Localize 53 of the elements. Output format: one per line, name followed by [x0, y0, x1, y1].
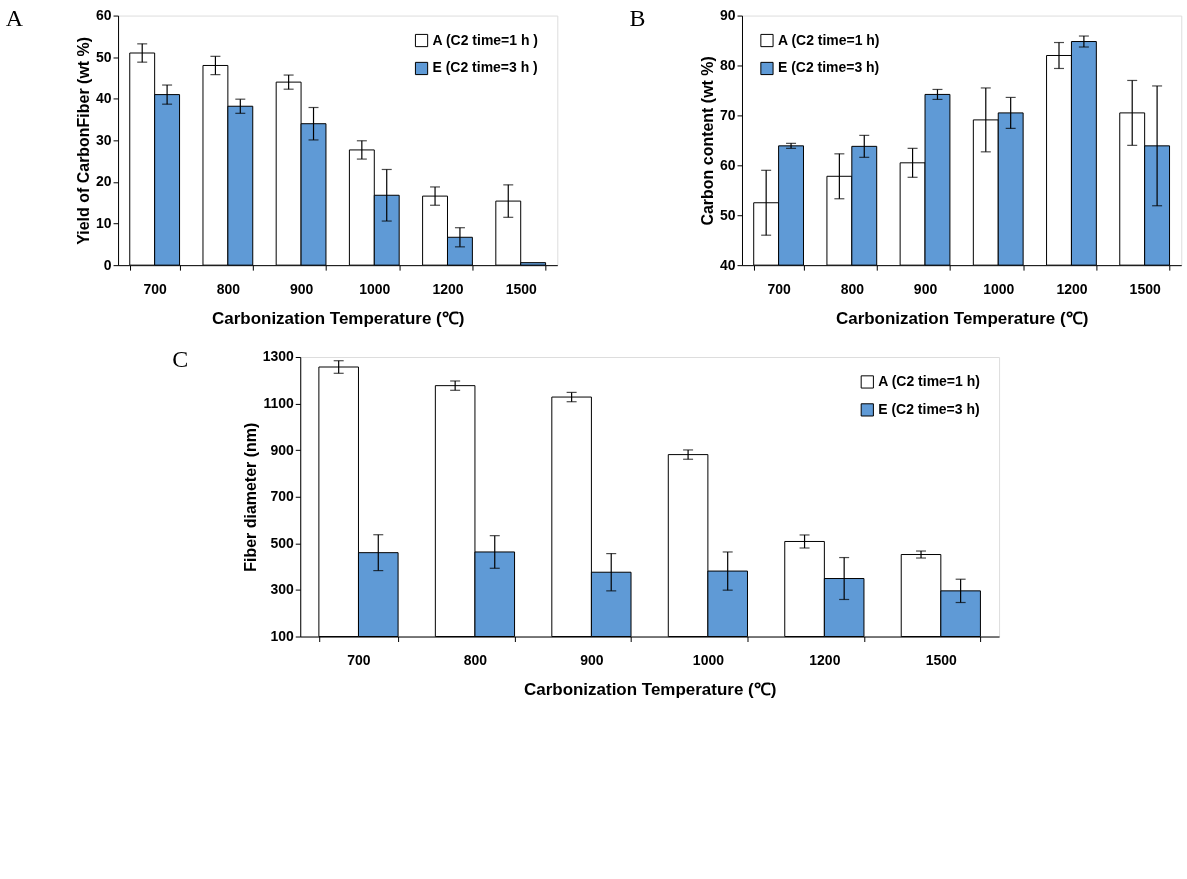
x-tick-label: 800: [216, 280, 241, 297]
y-axis-title: Fiber diameter (nm): [241, 422, 259, 572]
y-tick-label: 50: [719, 206, 736, 223]
legend-label: E (C2 time=3 h): [777, 59, 880, 76]
x-tick-label: 1000: [359, 280, 391, 297]
chart-title: A: [5, 4, 24, 31]
y-axis-title: Yield of CarbonFiber (wt %): [75, 36, 93, 245]
x-tick-label: 1200: [809, 651, 841, 668]
y-tick-label: 60: [719, 156, 736, 173]
x-tick-label: 900: [580, 651, 604, 668]
x-tick-label: 1000: [692, 651, 725, 668]
x-axis-title: Carbonization Temperature (℃): [835, 308, 1089, 328]
y-tick-label: 90: [719, 7, 736, 24]
y-tick-label: 1300: [262, 348, 294, 365]
y-tick-label: 40: [719, 256, 736, 273]
y-tick-label: 70: [719, 106, 736, 123]
chart-title: B: [629, 4, 646, 31]
y-tick-label: 500: [270, 534, 294, 551]
x-axis-title: Carbonization Temperature (℃): [523, 679, 777, 699]
x-tick-label: 1200: [1056, 280, 1088, 297]
y-tick-label: 60: [96, 7, 112, 24]
y-tick-label: 900: [270, 441, 294, 458]
x-tick-label: 900: [913, 280, 938, 297]
y-tick-label: 1100: [263, 395, 294, 412]
y-tick-label: 80: [719, 56, 736, 73]
y-tick-label: 10: [96, 215, 112, 232]
x-tick-label: 1500: [505, 280, 537, 297]
y-tick-label: 300: [270, 581, 294, 598]
legend-label: E (C2 time=3 h): [878, 400, 980, 417]
legend-label: E (C2 time=3 h ): [432, 59, 538, 76]
x-tick-label: 900: [289, 280, 314, 297]
y-tick-label: 0: [103, 256, 112, 273]
y-tick-label: 30: [96, 131, 112, 148]
y-tick-label: 20: [96, 173, 112, 190]
x-tick-label: 700: [767, 280, 791, 297]
x-tick-label: 700: [347, 651, 371, 668]
y-axis-title: Carbon content (wt %): [698, 56, 716, 226]
x-tick-label: 700: [143, 280, 168, 297]
legend-label: A (C2 time=1 h ): [432, 31, 538, 48]
x-tick-label: 1500: [1129, 280, 1161, 297]
x-tick-label: 800: [463, 651, 488, 668]
y-tick-label: 40: [96, 90, 112, 107]
legend-label: A (C2 time=1 h): [777, 31, 880, 48]
y-tick-label: 50: [96, 48, 112, 65]
x-tick-label: 1500: [925, 651, 958, 668]
x-tick-label: 800: [840, 280, 865, 297]
chart-title: C: [172, 345, 189, 372]
legend-label: A (C2 time=1 h): [878, 372, 980, 389]
y-tick-label: 100: [270, 628, 294, 645]
y-tick-label: 700: [270, 488, 294, 505]
x-axis-title: Carbonization Temperature (℃): [211, 308, 465, 328]
x-tick-label: 1200: [432, 280, 464, 297]
x-tick-label: 1000: [983, 280, 1015, 297]
